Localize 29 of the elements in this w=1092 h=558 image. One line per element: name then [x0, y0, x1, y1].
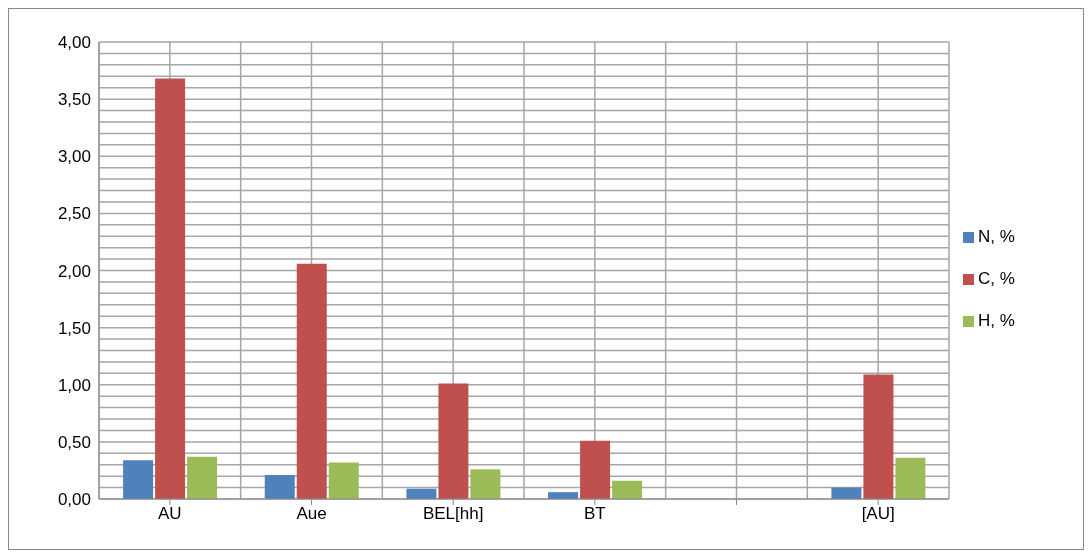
y-tick-label: 4,00: [57, 33, 91, 53]
bar: [328, 462, 359, 499]
y-tick-label: 3,50: [57, 90, 91, 110]
bar: [895, 457, 926, 499]
legend-label: N, %: [978, 227, 1015, 246]
bar: [123, 460, 154, 499]
bar: [470, 469, 501, 499]
bar: [863, 374, 894, 499]
y-tick-label: 2,50: [57, 204, 91, 224]
y-tick-label: 3,00: [57, 147, 91, 167]
bar: [438, 383, 469, 499]
x-tick-label: BT: [583, 504, 606, 524]
legend-label: H, %: [978, 311, 1015, 330]
y-tick-label: 1,50: [57, 318, 91, 338]
x-tick-label: Aue: [296, 504, 327, 524]
y-tick-label: 1,00: [57, 375, 91, 395]
bar: [612, 480, 643, 499]
bar: [155, 78, 186, 499]
y-tick-label: 0,50: [57, 432, 91, 452]
bar: [264, 475, 295, 499]
bar: [296, 263, 327, 499]
legend-label: C, %: [978, 269, 1015, 288]
bar: [580, 440, 611, 499]
x-tick-label: [AU]: [861, 504, 895, 524]
x-tick-label: AU: [158, 504, 182, 524]
x-tick-label: BEL[hh]: [422, 504, 484, 524]
bar: [187, 456, 218, 499]
y-tick-label: 2,00: [57, 261, 91, 281]
y-tick-label: 0,00: [57, 490, 91, 510]
